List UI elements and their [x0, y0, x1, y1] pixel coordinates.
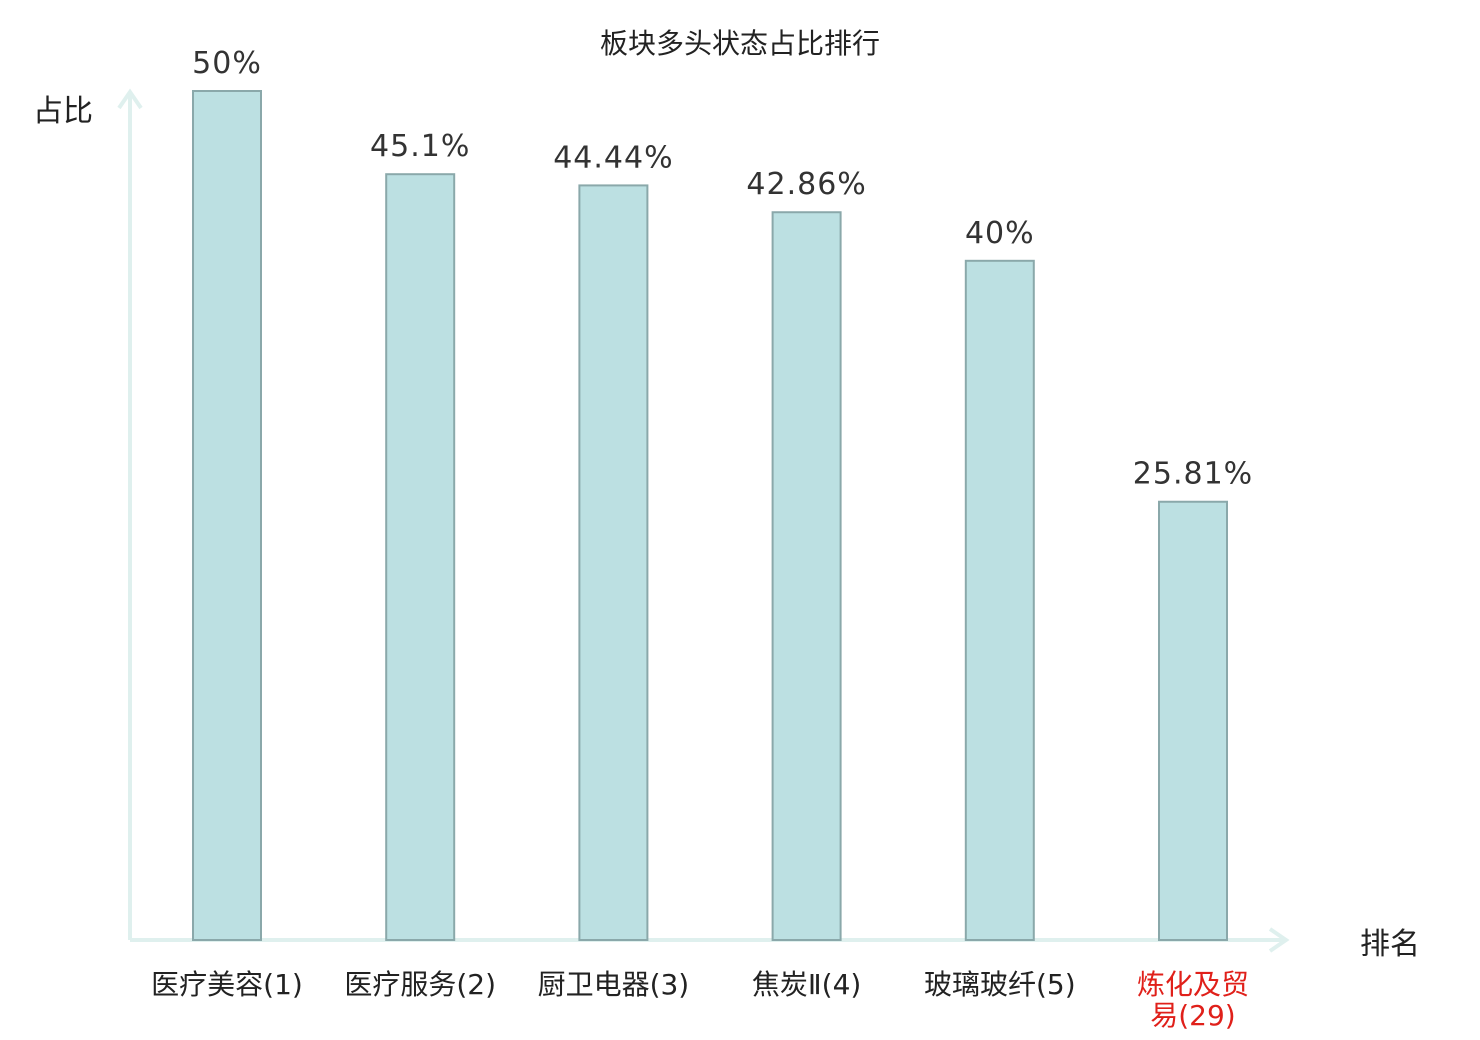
category-label-3: 厨卫电器(3) — [538, 968, 690, 1001]
category-label-group: 医疗美容(1) 医疗服务(2) 厨卫电器(3) 焦炭Ⅱ(4) 玻璃玻纤(5) 炼化及贸易(… — [151, 968, 1249, 1032]
category-label-1: 医疗美容(1) — [151, 968, 303, 1001]
category-label-6: 炼化及贸易(29) — [1137, 968, 1249, 1032]
value-label-5: 40% — [965, 216, 1035, 251]
bar-6 — [1158, 500, 1228, 941]
category-label-4: 焦炭Ⅱ(4) — [752, 968, 861, 1001]
value-label-4: 42.86% — [746, 167, 866, 202]
value-label-2: 45.1% — [370, 129, 470, 164]
x-axis-arrow — [1268, 927, 1290, 953]
bar-3 — [578, 184, 649, 941]
chart-title: 板块多头状态占比排行 — [600, 27, 880, 60]
category-label-2: 医疗服务(2) — [344, 968, 496, 1001]
y-axis-label: 占比 — [33, 94, 93, 129]
bar-2 — [385, 173, 456, 941]
value-label-3: 44.44% — [553, 140, 673, 175]
x-axis-label: 排名 — [1360, 927, 1420, 962]
category-label-5: 玻璃玻纤(5) — [924, 968, 1076, 1001]
value-label-group: 50% 45.1% 44.44% 42.86% 40% 25.81% — [192, 46, 1253, 492]
bar-5 — [964, 259, 1035, 941]
bar-1 — [192, 90, 262, 941]
y-axis-arrow — [117, 88, 143, 110]
value-label-6: 25.81% — [1133, 457, 1253, 492]
bar-group — [192, 90, 1228, 942]
bar-4 — [771, 211, 842, 942]
value-label-1: 50% — [192, 46, 262, 81]
